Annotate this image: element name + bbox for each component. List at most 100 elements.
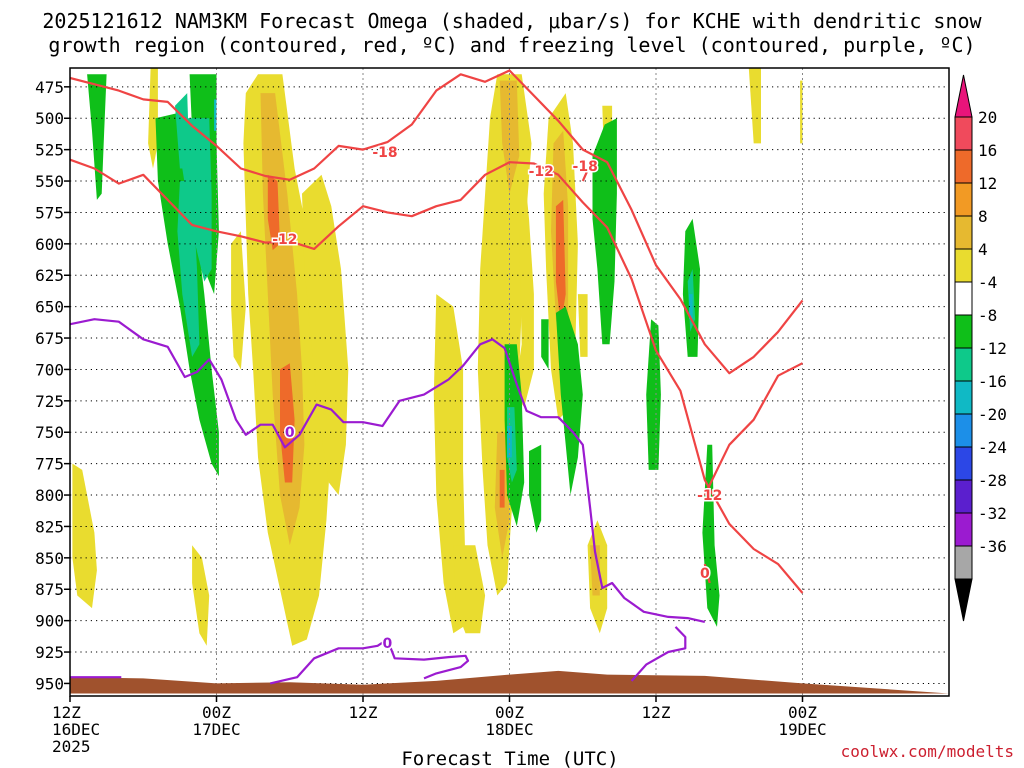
- y-tick-label-900: 900: [35, 612, 64, 631]
- colorbar-swatch-4: [954, 248, 973, 283]
- plot-content: -18 -12 -18 -12 -12 0 0 0: [70, 68, 949, 696]
- colorbar-swatch-10: [954, 446, 973, 481]
- y-tick-label-525: 525: [35, 141, 64, 160]
- colorbar-swatch-7: [954, 347, 973, 382]
- y-tick-label-700: 700: [35, 360, 64, 379]
- omega-shade-2-2: [555, 199, 566, 326]
- x-tick-label-3-0: 00Z: [495, 703, 524, 722]
- colorbar-label-7: -12: [978, 339, 1007, 358]
- omega-shade-0-5: [192, 545, 210, 646]
- x-tick-label-5-1: 19DEC: [778, 720, 826, 739]
- x-tick-label-5-0: 00Z: [788, 703, 817, 722]
- colorbar-swatch-8: [954, 380, 973, 415]
- omega-shade-5-0: [507, 426, 512, 458]
- dgz-contour-label-3: -12: [529, 164, 554, 180]
- omega-shade-3-5: [529, 444, 542, 533]
- dgz-contour-line-2: [581, 164, 592, 182]
- colorbar-label-2: 12: [978, 174, 997, 193]
- x-tick-label-0-2: 2025: [52, 737, 91, 756]
- y-tick-label-775: 775: [35, 455, 64, 474]
- colorbar-swatch-5: [954, 281, 973, 316]
- omega-shade-0-7: [453, 545, 486, 634]
- colorbar-swatch-6: [954, 314, 973, 349]
- x-tick-label-0-1: 16DEC: [52, 720, 100, 739]
- dgz-contour-label-0: -18: [372, 145, 397, 161]
- y-tick-label-800: 800: [35, 486, 64, 505]
- omega-shade-5-2: [214, 99, 217, 131]
- y-tick-label-500: 500: [35, 109, 64, 128]
- x-tick-label-2-0: 12Z: [349, 703, 378, 722]
- omega-shade-0-4: [72, 463, 97, 609]
- omega-shade-1-1: [499, 80, 520, 194]
- y-tick-label-475: 475: [35, 78, 64, 97]
- colorbar-label-8: -16: [978, 372, 1007, 391]
- colorbar-bottom-arrow: [954, 578, 973, 622]
- colorbar-label-6: -8: [978, 306, 997, 325]
- colorbar-label-3: 8: [978, 207, 988, 226]
- colorbar-swatch-12: [954, 512, 973, 547]
- omega-shade-3-8: [646, 319, 661, 470]
- colorbar-label-5: -4: [978, 273, 997, 292]
- colorbar-label-10: -24: [978, 438, 1007, 457]
- colorbar-label-11: -28: [978, 471, 1007, 490]
- omega-shade-0-8: [477, 74, 532, 596]
- dgz-contour-line-1: [70, 158, 804, 594]
- y-tick-label-575: 575: [35, 203, 64, 222]
- omega-shade-3-0: [87, 74, 107, 200]
- y-tick-label-550: 550: [35, 172, 64, 191]
- chart-title-line-2: growth region (contoured, red, ºC) and f…: [48, 33, 975, 57]
- freezing-contour-line-1: [269, 638, 470, 685]
- freezing-contour-line-3: [630, 626, 687, 682]
- x-tick-label-1-0: 00Z: [202, 703, 231, 722]
- y-tick-label-950: 950: [35, 674, 64, 693]
- omega-shade-2-3: [499, 469, 505, 508]
- y-tick-label-750: 750: [35, 423, 64, 442]
- colorbar-swatch-11: [954, 479, 973, 514]
- omega-shade-5-1: [689, 294, 693, 320]
- y-tick-label-725: 725: [35, 392, 64, 411]
- colorbar-label-12: -32: [978, 504, 1007, 523]
- y-tick-label-825: 825: [35, 517, 64, 536]
- omega-shade-0-3: [231, 231, 246, 370]
- omega-shade-3-7: [592, 118, 617, 345]
- y-tick-label-650: 650: [35, 298, 64, 317]
- dgz-contour-label-4: -12: [697, 488, 722, 504]
- colorbar-label-0: 20: [978, 108, 997, 127]
- x-tick-label-1-1: 17DEC: [192, 720, 240, 739]
- x-axis-label: Forecast Time (UTC): [401, 748, 618, 768]
- x-tick-label-3-1: 18DEC: [485, 720, 533, 739]
- omega-shade-0-15: [800, 80, 803, 144]
- chart-title-line-1: 2025121612 NAM3KM Forecast Omega (shaded…: [42, 9, 982, 33]
- omega-shade-2-1: [280, 363, 295, 483]
- omega-shade-3-3: [541, 319, 549, 370]
- y-tick-label-625: 625: [35, 266, 64, 285]
- colorbar-swatch-2: [954, 182, 973, 217]
- colorbar-swatch-1: [954, 149, 973, 184]
- y-tick-label-875: 875: [35, 580, 64, 599]
- freezing-contour-label-0: 0: [285, 425, 295, 441]
- omega-shade-4-2: [179, 118, 212, 282]
- terrain: [70, 670, 949, 694]
- dgz-contour-line-5: [703, 563, 711, 584]
- y-tick-label-850: 850: [35, 549, 64, 568]
- y-tick-label-925: 925: [35, 643, 64, 662]
- colorbar-swatch-3: [954, 215, 973, 250]
- colorbar-swatch-9: [954, 413, 973, 448]
- omega-shade-0-14: [748, 68, 761, 144]
- omega-shade-0-9: [514, 168, 534, 408]
- omega-shade-0-2: [148, 68, 158, 169]
- colorbar-label-1: 16: [978, 141, 997, 160]
- y-tick-label-600: 600: [35, 235, 64, 254]
- omega-shade-0-11: [577, 294, 588, 357]
- axes: 475 500 525 550 575 600 625 650 675 700 725 750 775 8…: [35, 67, 950, 756]
- colorbar: 20 16 12 8 4 -4 -8 -12 -16 -20 -24 -28 -32 -36: [954, 74, 1007, 622]
- x-tick-label-4-0: 12Z: [642, 703, 671, 722]
- x-tick-label-0-0: 12Z: [52, 703, 81, 722]
- dgz-contour-line-4: [703, 362, 804, 496]
- freezing-contour-line-0: [70, 318, 706, 623]
- dgz-contour-label-2: -18: [573, 159, 598, 175]
- y-tick-label-675: 675: [35, 329, 64, 348]
- dgz-contour-line-0: [70, 69, 804, 375]
- dgz-contour-label-5: 0: [700, 566, 710, 582]
